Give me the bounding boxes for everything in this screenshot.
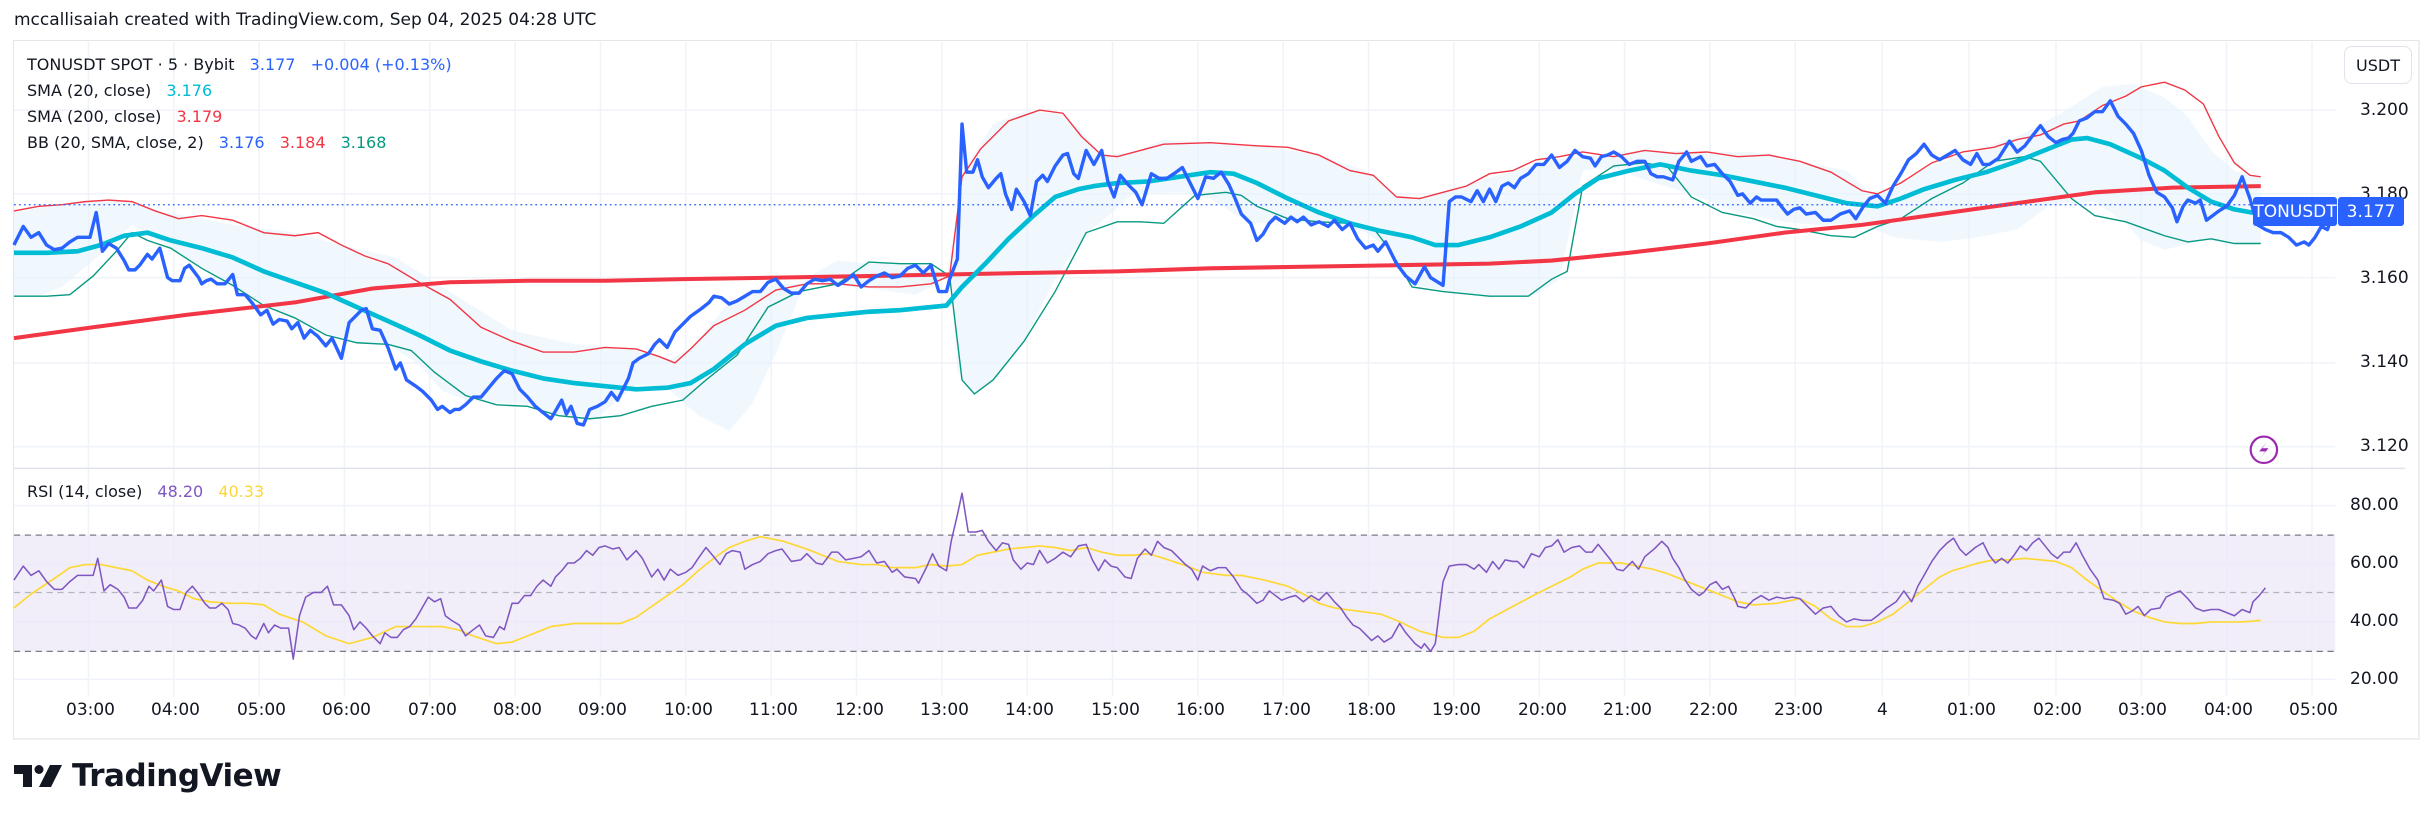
time-tick: 16:00 [1176, 700, 1225, 720]
sma200-value: 3.179 [176, 107, 223, 126]
rsi-ma-value: 40.33 [218, 482, 265, 501]
last-price-symbol-tag: TONUSDT [2253, 197, 2337, 226]
time-tick: 13:00 [920, 700, 969, 720]
symbol-title: TONUSDT SPOT · 5 · Bybit [27, 55, 235, 74]
bb-legend-row[interactable]: BB (20, SMA, close, 2) 3.176 3.184 3.168 [27, 130, 452, 156]
time-tick: 05:00 [2289, 700, 2338, 720]
sma20-label: SMA (20, close) [27, 81, 152, 100]
bb-label: BB (20, SMA, close, 2) [27, 133, 204, 152]
price-tick: 3.140 [2360, 352, 2409, 372]
time-tick: 22:00 [1689, 700, 1738, 720]
rsi-ma-line [13, 535, 2261, 645]
last-price-value: 3.177 [249, 55, 296, 74]
price-line [12, 99, 2333, 427]
sma20-line [13, 135, 2262, 392]
time-tick: 03:00 [2118, 700, 2167, 720]
time-tick: 18:00 [1347, 700, 1396, 720]
tradingview-logo[interactable]: TradingView [14, 758, 282, 794]
rsi-legend-row[interactable]: RSI (14, close) 48.20 40.33 [27, 482, 264, 501]
sma200-legend-row[interactable]: SMA (200, close) 3.179 [27, 104, 452, 130]
time-tick: 08:00 [493, 700, 542, 720]
time-tick: 14:00 [1005, 700, 1054, 720]
rsi-tick: 80.00 [2350, 495, 2399, 515]
lightning-icon[interactable] [2249, 435, 2279, 465]
time-tick: 15:00 [1091, 700, 1140, 720]
price-tick: 3.160 [2360, 268, 2409, 288]
rsi-line [13, 492, 2267, 660]
rsi-value: 48.20 [157, 482, 204, 501]
time-tick: 04:00 [2204, 700, 2253, 720]
time-tick: 19:00 [1432, 700, 1481, 720]
time-tick: 23:00 [1774, 700, 1823, 720]
bb-lower-value: 3.168 [340, 133, 387, 152]
time-tick: 07:00 [408, 700, 457, 720]
time-tick: 10:00 [664, 700, 713, 720]
sma20-value: 3.176 [166, 81, 213, 100]
time-tick: 02:00 [2033, 700, 2082, 720]
rsi-tick: 20.00 [2350, 669, 2399, 689]
time-tick: 04:00 [151, 700, 200, 720]
time-tick: 17:00 [1262, 700, 1311, 720]
time-tick: 4 [1877, 700, 1888, 720]
time-tick: 09:00 [578, 700, 627, 720]
bb-upper-value: 3.184 [279, 133, 326, 152]
time-tick: 03:00 [66, 700, 115, 720]
rsi-tick: 40.00 [2350, 611, 2399, 631]
time-tick: 11:00 [749, 700, 798, 720]
sma200-line [13, 184, 2261, 341]
bb-lower-line [13, 155, 2261, 420]
last-price-tag: 3.177 [2338, 197, 2404, 226]
time-tick: 20:00 [1518, 700, 1567, 720]
price-tick: 3.120 [2360, 436, 2409, 456]
time-tick: 06:00 [322, 700, 371, 720]
currency-button[interactable]: USDT [2344, 46, 2412, 84]
tradingview-logo-text: TradingView [72, 758, 282, 794]
time-axis[interactable]: 03:00 04:00 05:00 06:00 07:00 08:00 09:0… [0, 700, 2433, 728]
time-tick: 21:00 [1603, 700, 1652, 720]
rsi-tick: 60.00 [2350, 553, 2399, 573]
bb-basis-value: 3.176 [218, 133, 265, 152]
price-change-value: +0.004 (+0.13%) [310, 55, 452, 74]
time-tick: 12:00 [835, 700, 884, 720]
sma200-label: SMA (200, close) [27, 107, 162, 126]
sma20-legend-row[interactable]: SMA (20, close) 3.176 [27, 78, 452, 104]
time-tick: 05:00 [237, 700, 286, 720]
rsi-label: RSI (14, close) [27, 482, 143, 501]
bb-upper-line [13, 81, 2261, 364]
tradingview-logo-icon [14, 765, 62, 787]
symbol-legend-row[interactable]: TONUSDT SPOT · 5 · Bybit 3.177 +0.004 (+… [27, 52, 452, 78]
chart-frame[interactable] [13, 40, 2420, 740]
price-tick: 3.200 [2360, 100, 2409, 120]
chart-caption: mccallisaiah created with TradingView.co… [14, 10, 597, 30]
indicator-legend: TONUSDT SPOT · 5 · Bybit 3.177 +0.004 (+… [27, 52, 452, 156]
time-tick: 01:00 [1947, 700, 1996, 720]
